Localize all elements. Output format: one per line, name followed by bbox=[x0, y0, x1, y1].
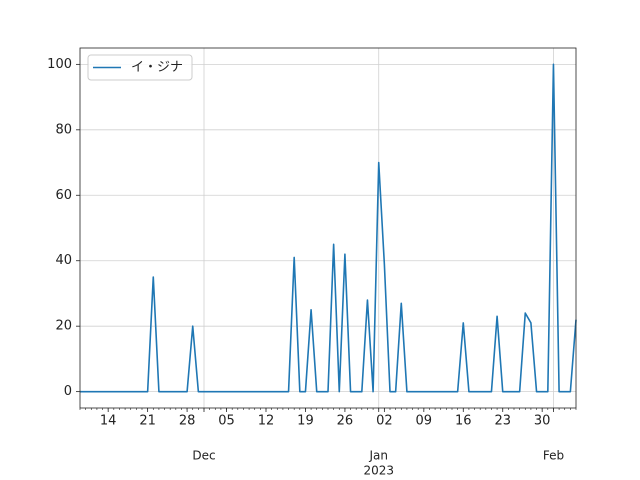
x-tick-label: 16 bbox=[455, 414, 472, 429]
y-tick-label: 40 bbox=[55, 253, 72, 268]
x-tick-label: 26 bbox=[337, 414, 354, 429]
x-tick-label: 19 bbox=[297, 414, 314, 429]
x-offset-label: 2023 bbox=[363, 464, 394, 478]
x-tick-label: Dec bbox=[192, 449, 215, 463]
series-line bbox=[80, 63, 577, 393]
x-tick-label: 14 bbox=[100, 414, 117, 429]
y-tick-label: 80 bbox=[55, 122, 72, 137]
x-tick-label: 05 bbox=[218, 414, 235, 429]
y-tick-label: 20 bbox=[55, 319, 72, 334]
x-tick-label: Feb bbox=[543, 449, 564, 463]
y-tick-label: 0 bbox=[64, 384, 72, 399]
legend-box bbox=[87, 54, 193, 81]
legend-label: イ・ジナ bbox=[131, 60, 183, 75]
x-tick-label: 12 bbox=[258, 414, 275, 429]
x-tick-label: Jan bbox=[368, 449, 388, 463]
x-tick-label: 30 bbox=[534, 414, 551, 429]
y-tick-label: 100 bbox=[47, 57, 72, 72]
x-tick-label: 02 bbox=[376, 414, 393, 429]
x-tick-label: 21 bbox=[139, 414, 156, 429]
x-tick-label: 23 bbox=[494, 414, 511, 429]
x-tick-label: 09 bbox=[416, 414, 433, 429]
x-tick-label: 28 bbox=[179, 414, 196, 429]
y-tick-label: 60 bbox=[55, 188, 72, 203]
plot-frame bbox=[79, 47, 577, 409]
